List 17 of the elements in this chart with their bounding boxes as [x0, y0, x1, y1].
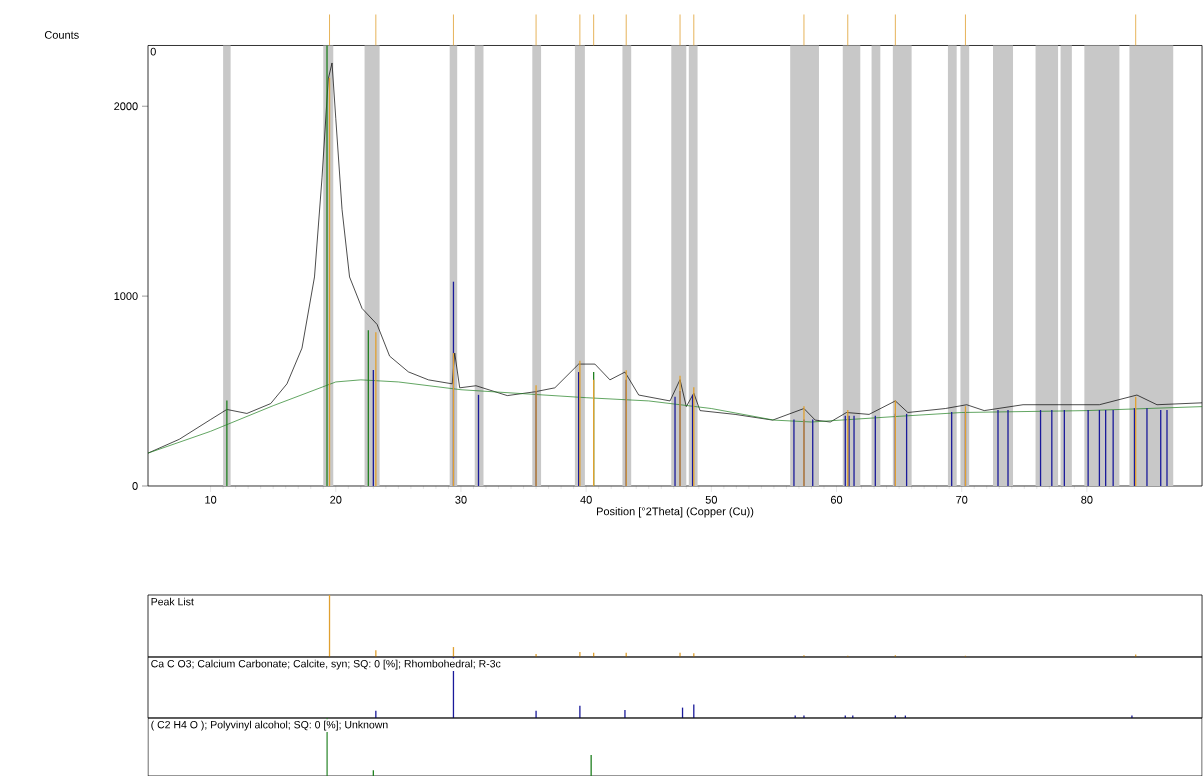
x-tick-label: 30 [455, 495, 467, 504]
chart-title: Peak List [151, 597, 194, 606]
y-axis-title: Counts [44, 31, 79, 39]
x-tick-label: 10 [205, 495, 217, 504]
y-tick-label: 2000 [114, 102, 138, 111]
y-tick-label: 0 [132, 482, 138, 490]
annotation: 0 [150, 47, 156, 56]
x-tick-label: 80 [1081, 495, 1093, 504]
x-tick-label: 60 [830, 495, 843, 504]
x-tick-label: 40 [580, 495, 592, 504]
x-tick-label: 20 [330, 495, 342, 504]
y-tick-label: 1000 [114, 292, 138, 301]
x-tick-label: 70 [956, 495, 968, 504]
chart-title: Ca C O3; Calcium Carbonate; Calcite, syn; SQ: 0 [%]; Rhombohedral; R-3c [151, 659, 501, 670]
chart-title: ( C2 H4 O ); Polyvinyl alcohol; SQ: 0 [%]; Unknown [151, 720, 388, 731]
x-axis-title: Position [°2Theta] (Copper (Cu)) [597, 507, 754, 518]
x-tick-label: 50 [705, 495, 717, 504]
